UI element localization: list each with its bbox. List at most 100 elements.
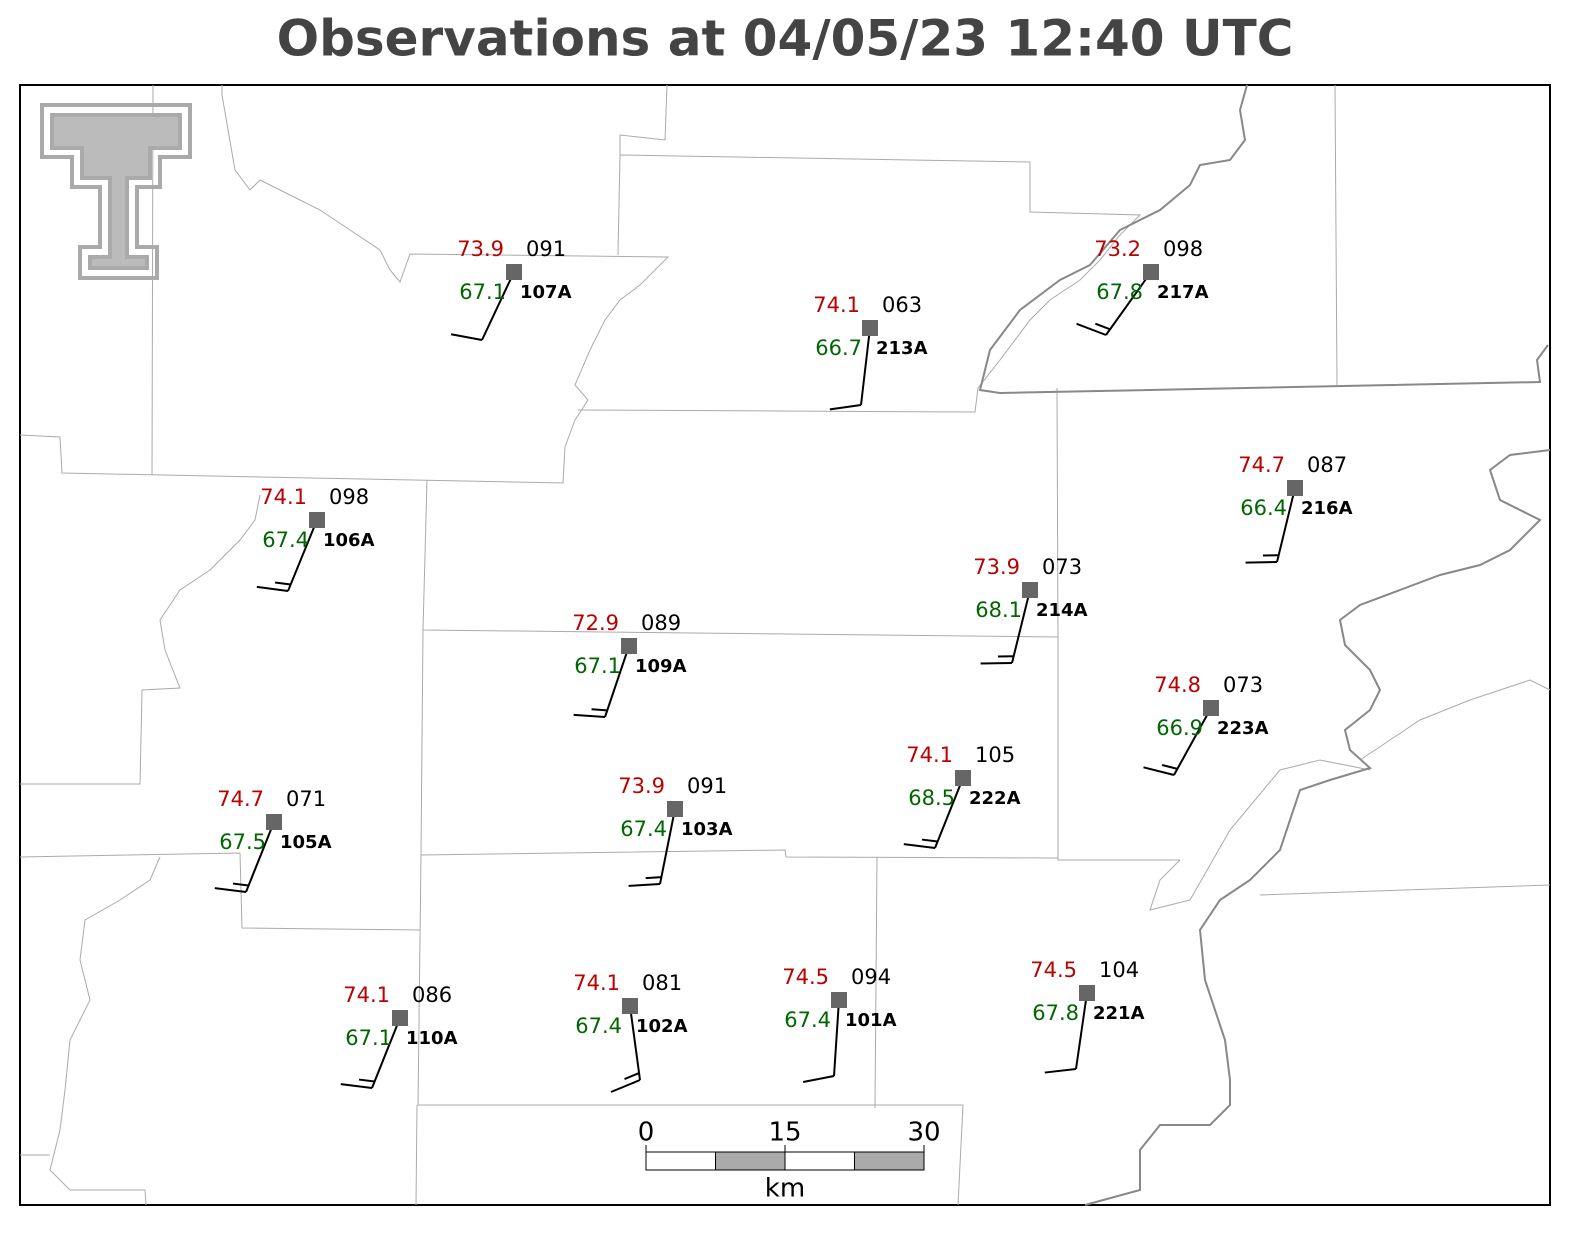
wind-barb bbox=[645, 876, 662, 880]
station-marker bbox=[266, 814, 282, 830]
station-id: 107A bbox=[520, 282, 572, 303]
temperature: 73.2 bbox=[1094, 237, 1141, 261]
wind-barb bbox=[829, 404, 862, 411]
station-marker bbox=[309, 512, 325, 528]
pressure: 094 bbox=[851, 965, 891, 989]
wind-staff bbox=[1011, 589, 1031, 664]
wind-barb bbox=[274, 581, 291, 586]
wind-barb bbox=[1076, 322, 1107, 336]
pressure: 105 bbox=[975, 743, 1015, 767]
pressure: 071 bbox=[286, 787, 326, 811]
station-marker bbox=[506, 264, 522, 280]
dewpoint: 67.4 bbox=[262, 528, 309, 552]
wind-barb bbox=[591, 708, 608, 712]
wind-barb bbox=[232, 882, 249, 887]
wind-barb bbox=[214, 887, 247, 893]
pressure: 073 bbox=[1223, 673, 1263, 697]
temperature: 74.1 bbox=[906, 743, 953, 767]
pressure: 098 bbox=[1163, 237, 1203, 261]
wind-staff bbox=[371, 1017, 401, 1089]
temperature: 73.9 bbox=[457, 237, 504, 261]
pressure: 081 bbox=[642, 971, 682, 995]
wind-barb bbox=[1044, 1068, 1077, 1074]
station-marker bbox=[862, 320, 878, 336]
station-id: 102A bbox=[636, 1016, 688, 1037]
station-id: 106A bbox=[323, 530, 375, 551]
station-marker bbox=[622, 998, 638, 1014]
station-plots: 73.9 091 67.1 107A 74.1 063 66.7 213A 73.2 098 67.… bbox=[214, 237, 1353, 1093]
wind-staff bbox=[245, 821, 275, 893]
temperature: 74.1 bbox=[260, 485, 307, 509]
wind-barb bbox=[903, 843, 936, 849]
wind-staff bbox=[1276, 487, 1296, 563]
station-id: 101A bbox=[845, 1010, 897, 1031]
wind-barb bbox=[624, 1072, 640, 1080]
temperature: 74.7 bbox=[1238, 453, 1285, 477]
dewpoint: 66.4 bbox=[1240, 496, 1287, 520]
wind-barb bbox=[1095, 322, 1111, 331]
wind-barb bbox=[450, 333, 483, 341]
dewpoint: 67.4 bbox=[575, 1014, 622, 1038]
wind-barb bbox=[802, 1075, 835, 1083]
temperature: 74.8 bbox=[1154, 673, 1201, 697]
map-title: Observations at 04/05/23 12:40 UTC bbox=[277, 10, 1294, 68]
temperature: 74.5 bbox=[1030, 958, 1077, 982]
scale-segment bbox=[854, 1151, 925, 1171]
scale-bar: 0 15 30 km bbox=[638, 1118, 941, 1204]
dewpoint: 67.8 bbox=[1032, 1001, 1079, 1025]
wind-barb bbox=[573, 713, 606, 718]
station-marker bbox=[392, 1010, 408, 1026]
scale-segment bbox=[715, 1151, 786, 1171]
wind-staff bbox=[934, 777, 964, 849]
wind-staff bbox=[287, 519, 318, 592]
dewpoint: 68.1 bbox=[975, 598, 1022, 622]
station-marker bbox=[831, 992, 847, 1008]
temperature: 72.9 bbox=[572, 611, 619, 635]
station-id: 213A bbox=[876, 338, 928, 359]
pressure: 104 bbox=[1099, 958, 1139, 982]
temperature: 74.1 bbox=[573, 971, 620, 995]
station-id: 217A bbox=[1157, 282, 1209, 303]
boundaries bbox=[19, 84, 1551, 1206]
wind-staff bbox=[860, 327, 871, 406]
station-id: 222A bbox=[969, 788, 1021, 809]
dewpoint: 67.4 bbox=[784, 1008, 831, 1032]
wind-barb bbox=[256, 585, 289, 592]
wind-barb bbox=[921, 838, 938, 843]
pressure: 091 bbox=[687, 774, 727, 798]
wind-barb bbox=[358, 1078, 375, 1083]
dewpoint: 67.1 bbox=[574, 654, 621, 678]
pressure: 089 bbox=[641, 611, 681, 635]
station-id: 221A bbox=[1093, 1003, 1145, 1024]
station-marker bbox=[1143, 264, 1159, 280]
dewpoint: 66.9 bbox=[1156, 716, 1203, 740]
station-marker bbox=[1079, 985, 1095, 1001]
wind-staff bbox=[604, 645, 630, 718]
wind-staff bbox=[629, 1005, 641, 1081]
wind-barb bbox=[1143, 766, 1175, 776]
pressure: 087 bbox=[1307, 453, 1347, 477]
wind-barb bbox=[628, 883, 661, 887]
temperature: 73.9 bbox=[618, 774, 665, 798]
temperature: 73.9 bbox=[973, 555, 1020, 579]
pressure: 086 bbox=[412, 983, 452, 1007]
temperature: 74.7 bbox=[217, 787, 264, 811]
wind-barb bbox=[610, 1079, 641, 1093]
logo bbox=[40, 103, 192, 280]
scale-label: 0 bbox=[638, 1118, 655, 1148]
wind-barb bbox=[1245, 561, 1278, 564]
dewpoint: 67.4 bbox=[620, 817, 667, 841]
station-marker bbox=[955, 770, 971, 786]
wind-barb bbox=[340, 1083, 373, 1089]
scale-segment bbox=[784, 1151, 855, 1171]
temperature: 74.1 bbox=[813, 293, 860, 317]
wind-staff bbox=[1105, 271, 1152, 336]
wind-barb bbox=[1161, 764, 1178, 770]
station-marker bbox=[621, 638, 637, 654]
scale-unit: km bbox=[765, 1174, 805, 1204]
temperature: 74.1 bbox=[343, 983, 390, 1007]
station-id: 216A bbox=[1301, 498, 1353, 519]
station-marker bbox=[1287, 480, 1303, 496]
station-id: 110A bbox=[406, 1028, 458, 1049]
